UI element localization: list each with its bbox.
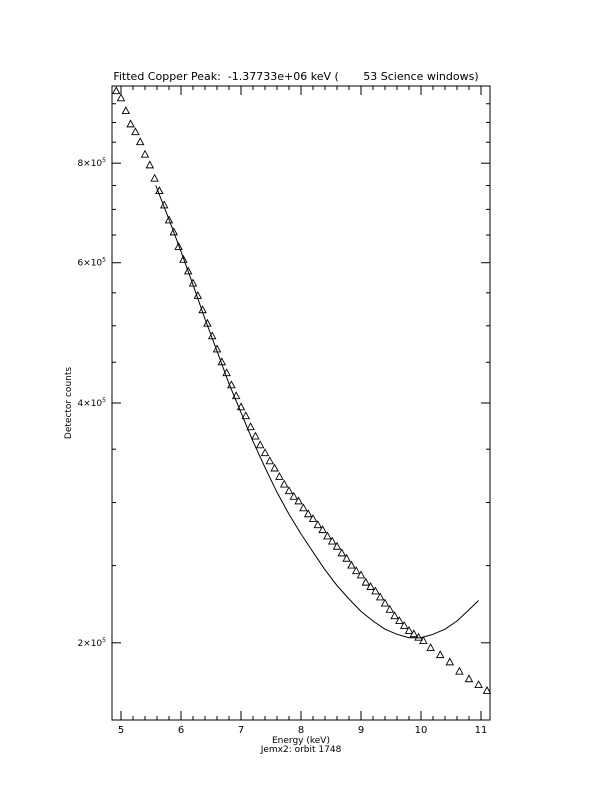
- data-point: [313, 520, 323, 529]
- fit-line: [155, 185, 479, 639]
- x-tick-label: 9: [358, 725, 364, 736]
- x-ticks: 5 6 7 8 9 10 11: [118, 86, 488, 736]
- chart-title: Fitted Copper Peak: -1.37733e+06 keV ( 5…: [113, 70, 478, 83]
- data-point: [361, 577, 371, 586]
- data-point: [371, 586, 380, 595]
- data-point: [351, 566, 361, 575]
- data-point: [455, 666, 464, 675]
- data-point: [347, 560, 356, 569]
- data-point: [275, 472, 284, 480]
- data-point: [303, 509, 313, 518]
- data-point: [332, 541, 342, 550]
- data-point: [241, 411, 251, 420]
- data-point: [356, 570, 366, 579]
- data-point: [246, 422, 255, 431]
- data-point: [284, 486, 294, 495]
- x-axis-label: Energy (keV): [272, 736, 330, 746]
- data-point: [318, 525, 327, 534]
- data-point: [255, 440, 265, 449]
- data-point: [380, 598, 390, 607]
- data-point: [231, 391, 241, 400]
- data-point: [236, 402, 246, 411]
- data-point: [308, 514, 318, 523]
- data-point: [395, 616, 404, 624]
- y-tick-label: 2×105: [77, 637, 106, 649]
- data-point: [409, 629, 419, 638]
- data-point: [294, 496, 303, 505]
- data-point: [414, 632, 423, 641]
- data-point: [116, 93, 126, 102]
- data-point: [342, 553, 351, 562]
- data-point: [435, 650, 445, 659]
- y-ticks: 2×105 4×105 6×105 8×105: [77, 103, 490, 649]
- data-point: [474, 680, 483, 689]
- data-point: [390, 611, 399, 620]
- data-point: [323, 531, 332, 540]
- chart-subtitle: Jemx2: orbit 1748: [260, 745, 342, 755]
- y-tick-label: 4×105: [77, 397, 106, 409]
- data-point: [279, 479, 289, 488]
- plot-frame: [111, 85, 491, 721]
- data-point: [399, 620, 409, 629]
- data-point: [426, 643, 435, 651]
- data-series: [111, 86, 492, 694]
- data-point: [111, 86, 121, 95]
- x-tick-label: 7: [238, 725, 244, 736]
- data-point: [289, 491, 299, 500]
- data-point: [260, 448, 270, 457]
- data-point: [174, 241, 183, 250]
- data-point: [135, 137, 145, 146]
- data-point: [299, 503, 308, 512]
- data-point: [265, 456, 275, 465]
- data-point: [131, 127, 140, 136]
- data-point: [270, 463, 279, 472]
- x-tick-label: 11: [475, 725, 488, 736]
- y-tick-label: 8×105: [77, 157, 106, 169]
- data-point: [164, 215, 174, 224]
- data-point: [121, 106, 131, 115]
- data-point: [179, 254, 188, 263]
- data-point: [464, 674, 474, 683]
- y-tick-label: 6×105: [77, 257, 106, 269]
- data-point: [375, 592, 385, 601]
- data-point: [150, 173, 159, 182]
- data-point: [183, 266, 193, 275]
- x-tick-label: 6: [178, 725, 184, 736]
- data-point: [251, 431, 260, 440]
- data-point: [445, 657, 455, 666]
- y-axis-label: Detector counts: [64, 367, 74, 439]
- data-point: [169, 227, 179, 236]
- data-point: [404, 625, 414, 634]
- data-point: [145, 160, 155, 169]
- data-point: [482, 686, 492, 694]
- data-point: [126, 119, 135, 128]
- data-point: [140, 149, 150, 158]
- data-point: [327, 536, 337, 545]
- x-tick-label: 10: [415, 725, 428, 736]
- data-point: [366, 582, 375, 590]
- x-tick-label: 8: [298, 725, 304, 736]
- data-point: [385, 604, 395, 613]
- x-tick-label: 5: [118, 725, 124, 736]
- data-point: [337, 548, 347, 557]
- data-point: [419, 636, 428, 645]
